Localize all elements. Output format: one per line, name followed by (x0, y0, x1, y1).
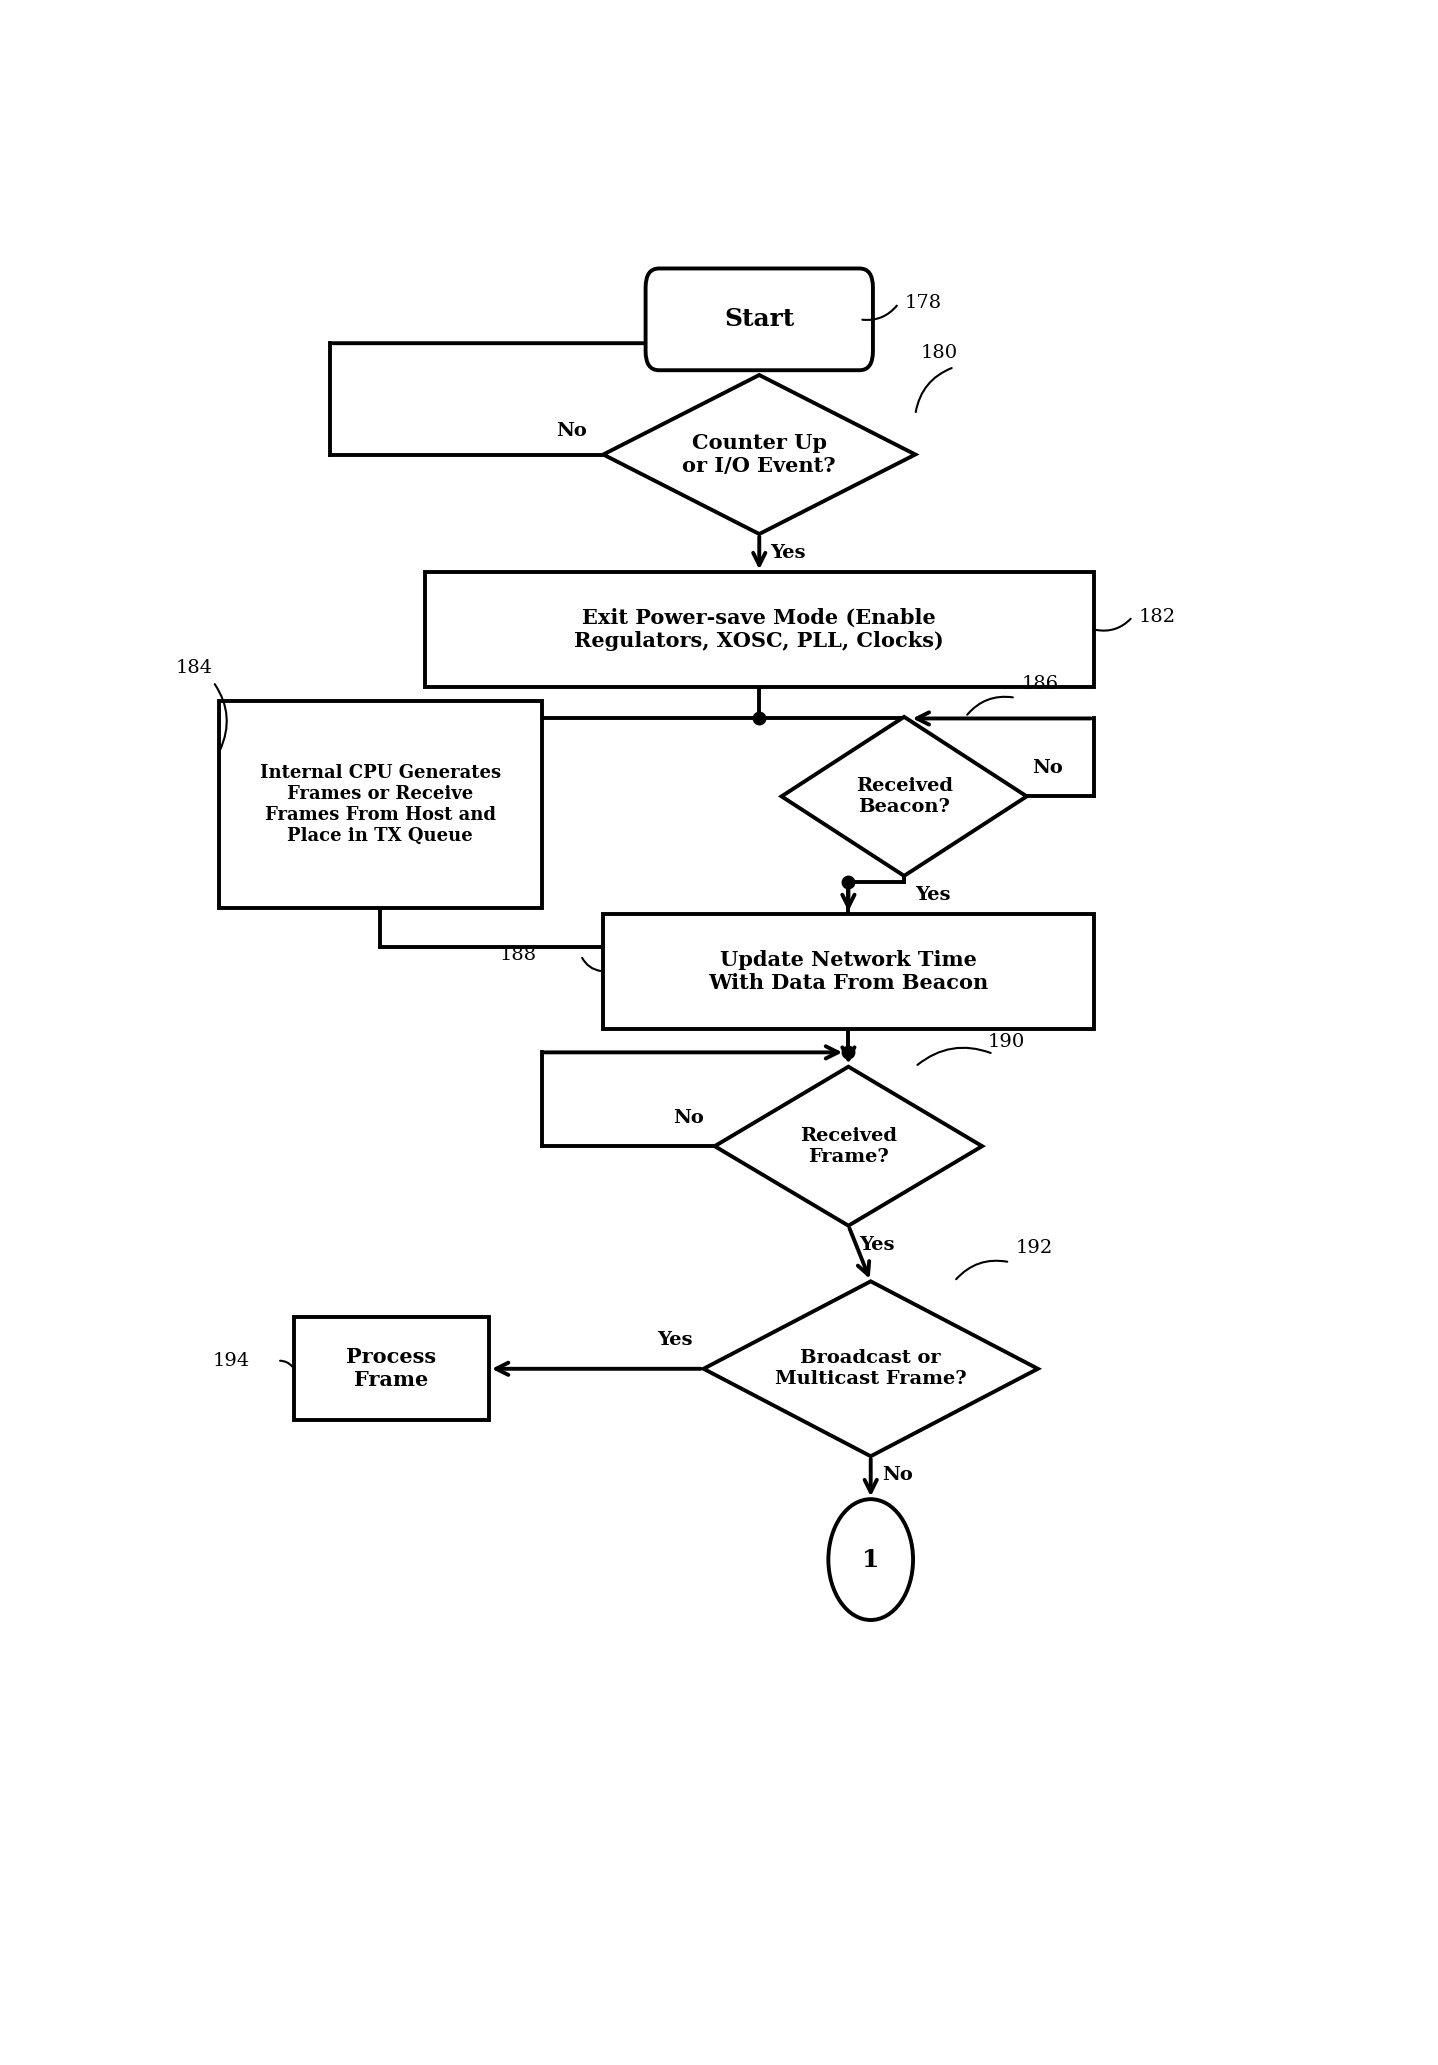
FancyBboxPatch shape (646, 268, 873, 370)
Bar (604, 915, 1094, 1028)
Bar (219, 700, 542, 909)
Text: Yes: Yes (771, 543, 805, 562)
Text: Process
Frame: Process Frame (347, 1346, 437, 1390)
Text: No: No (1032, 758, 1063, 776)
Text: No: No (881, 1466, 913, 1485)
Text: 190: 190 (988, 1032, 1025, 1051)
Text: 1: 1 (861, 1547, 880, 1571)
Text: 194: 194 (213, 1353, 249, 1369)
Text: Update Network Time
With Data From Beacon: Update Network Time With Data From Beaco… (709, 950, 988, 993)
Text: Exit Power-save Mode (Enable
Regulators, XOSC, PLL, Clocks): Exit Power-save Mode (Enable Regulators,… (574, 607, 945, 650)
Text: Yes: Yes (915, 886, 951, 904)
Text: Internal CPU Generates
Frames or Receive
Frames From Host and
Place in TX Queue: Internal CPU Generates Frames or Receive… (260, 764, 500, 845)
Text: Broadcast or
Multicast Frame?: Broadcast or Multicast Frame? (775, 1348, 966, 1388)
Text: No: No (555, 421, 587, 440)
Polygon shape (715, 1068, 982, 1227)
Text: 192: 192 (1015, 1239, 1053, 1258)
Text: 186: 186 (1021, 675, 1058, 694)
Polygon shape (604, 376, 915, 535)
Text: No: No (673, 1109, 703, 1127)
Text: 188: 188 (499, 946, 536, 964)
Polygon shape (703, 1280, 1038, 1456)
Circle shape (828, 1499, 913, 1621)
Polygon shape (782, 717, 1027, 876)
Text: Yes: Yes (860, 1235, 894, 1253)
Text: Start: Start (725, 308, 794, 330)
Text: 182: 182 (1139, 607, 1175, 626)
Bar (426, 572, 1094, 688)
Text: 184: 184 (175, 659, 213, 677)
Text: Counter Up
or I/O Event?: Counter Up or I/O Event? (683, 434, 835, 477)
Text: Received
Frame?: Received Frame? (800, 1127, 897, 1165)
Text: Received
Beacon?: Received Beacon? (856, 776, 952, 816)
Text: 180: 180 (920, 345, 958, 361)
Text: Yes: Yes (657, 1332, 692, 1348)
Text: 178: 178 (905, 295, 942, 312)
Bar (293, 1317, 489, 1421)
